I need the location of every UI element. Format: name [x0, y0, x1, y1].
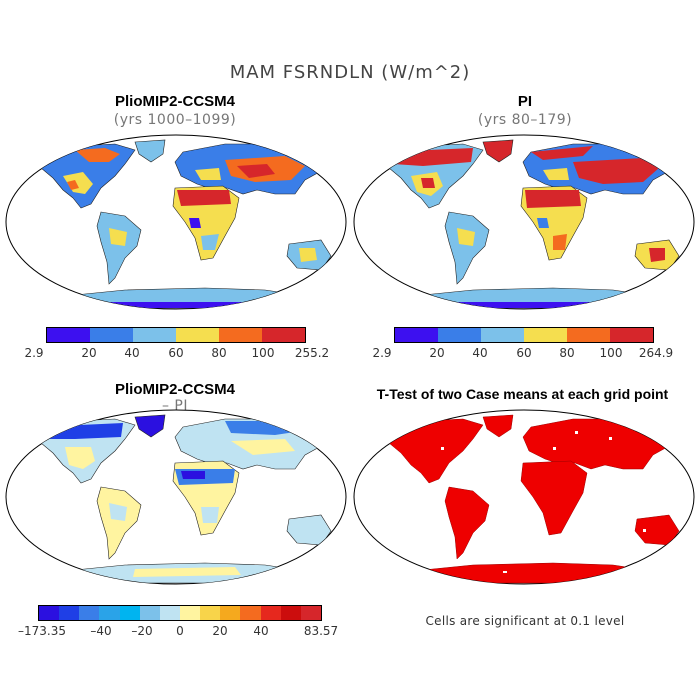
- colorbar-bottom-left: [38, 605, 322, 621]
- land-greenland: [134, 414, 166, 438]
- map-bottom-right: [353, 409, 695, 585]
- land-south-america: [444, 486, 490, 560]
- colorbar-swatch: [79, 606, 100, 620]
- colorbar-swatch: [262, 328, 305, 342]
- colorbar-swatch: [47, 328, 90, 342]
- colorbar-label: 20: [212, 624, 228, 638]
- colorbar-label: –40: [90, 624, 112, 638]
- colorbar-label: 2.9: [372, 346, 392, 360]
- panel-subtitle-top-left: (yrs 1000–1099): [113, 112, 237, 128]
- colorbar-swatch: [59, 606, 80, 620]
- colorbar-labels-top-right: 2.9 20 40 60 80 100 264.9: [372, 346, 673, 362]
- colorbar-label: –20: [131, 624, 153, 638]
- colorbar-swatch: [610, 328, 653, 342]
- colorbar-top-left: [46, 327, 306, 343]
- colorbar-label: –173.35: [18, 624, 66, 638]
- colorbar-label: 40: [472, 346, 488, 360]
- colorbar-swatch: [524, 328, 567, 342]
- land-greenland: [482, 139, 514, 163]
- colorbar-label: 20: [429, 346, 445, 360]
- significance-note: Cells are significant at 0.1 level: [425, 614, 625, 628]
- map-top-left: [5, 134, 347, 310]
- colorbar-swatch: [176, 328, 219, 342]
- land-south-america: [96, 211, 142, 285]
- colorbar-swatch: [39, 606, 60, 620]
- colorbar-swatch: [139, 606, 160, 620]
- colorbar-swatch: [99, 606, 120, 620]
- colorbar-swatch: [438, 328, 481, 342]
- land-south-america: [96, 486, 142, 560]
- colorbar-label: 83.57: [303, 624, 339, 638]
- colorbar-label: 100: [251, 346, 275, 360]
- colorbar-labels-bottom-left: –173.35 –40 –20 0 20 40 83.57: [18, 624, 338, 640]
- land-africa: [520, 460, 588, 536]
- panel-title-top-left: PlioMIP2-CCSM4: [114, 93, 235, 110]
- colorbar-label: 80: [559, 346, 575, 360]
- map-top-right: [353, 134, 695, 310]
- land-greenland: [134, 139, 166, 163]
- colorbar-label: 60: [516, 346, 532, 360]
- colorbar-swatch: [90, 328, 133, 342]
- colorbar-swatch: [300, 606, 321, 620]
- colorbar-label: 40: [124, 346, 140, 360]
- colorbar-swatch: [280, 606, 301, 620]
- colorbar-label: 0: [176, 624, 184, 638]
- colorbar-swatch: [260, 606, 281, 620]
- panel-title-bottom-right: T-Test of two Case means at each grid po…: [376, 386, 669, 402]
- land-greenland: [482, 414, 514, 438]
- colorbar-label: 20: [81, 346, 97, 360]
- colorbar-swatch: [220, 606, 241, 620]
- colorbar-swatch: [567, 328, 610, 342]
- colorbar-top-right: [394, 327, 654, 343]
- colorbar-label: 100: [599, 346, 623, 360]
- panel-subtitle-top-right: (yrs 80–179): [477, 112, 573, 128]
- colorbar-swatch: [481, 328, 524, 342]
- colorbar-label: 255.2: [294, 346, 330, 360]
- colorbar-label: 264.9: [638, 346, 674, 360]
- colorbar-label: 40: [253, 624, 269, 638]
- colorbar-swatch: [179, 606, 201, 620]
- land-north-america: [382, 418, 484, 484]
- colorbar-label: 2.9: [24, 346, 44, 360]
- colorbar-swatch: [240, 606, 261, 620]
- colorbar-swatch: [119, 606, 140, 620]
- colorbar-labels-top-left: 2.9 20 40 60 80 100 255.2: [24, 346, 329, 362]
- panel-title-bottom-left: PlioMIP2-CCSM4: [114, 381, 235, 398]
- map-bottom-left: [5, 409, 347, 585]
- panel-title-top-right: PI: [517, 93, 533, 110]
- colorbar-label: 80: [211, 346, 227, 360]
- colorbar-swatch: [133, 328, 176, 342]
- colorbar-swatch: [395, 328, 438, 342]
- colorbar-swatch: [219, 328, 262, 342]
- land-south-america: [444, 211, 490, 285]
- colorbar-swatch: [200, 606, 221, 620]
- figure-title: MAM FSRNDLN (W/m^2): [229, 62, 471, 83]
- colorbar-swatch: [159, 606, 180, 620]
- colorbar-label: 60: [168, 346, 184, 360]
